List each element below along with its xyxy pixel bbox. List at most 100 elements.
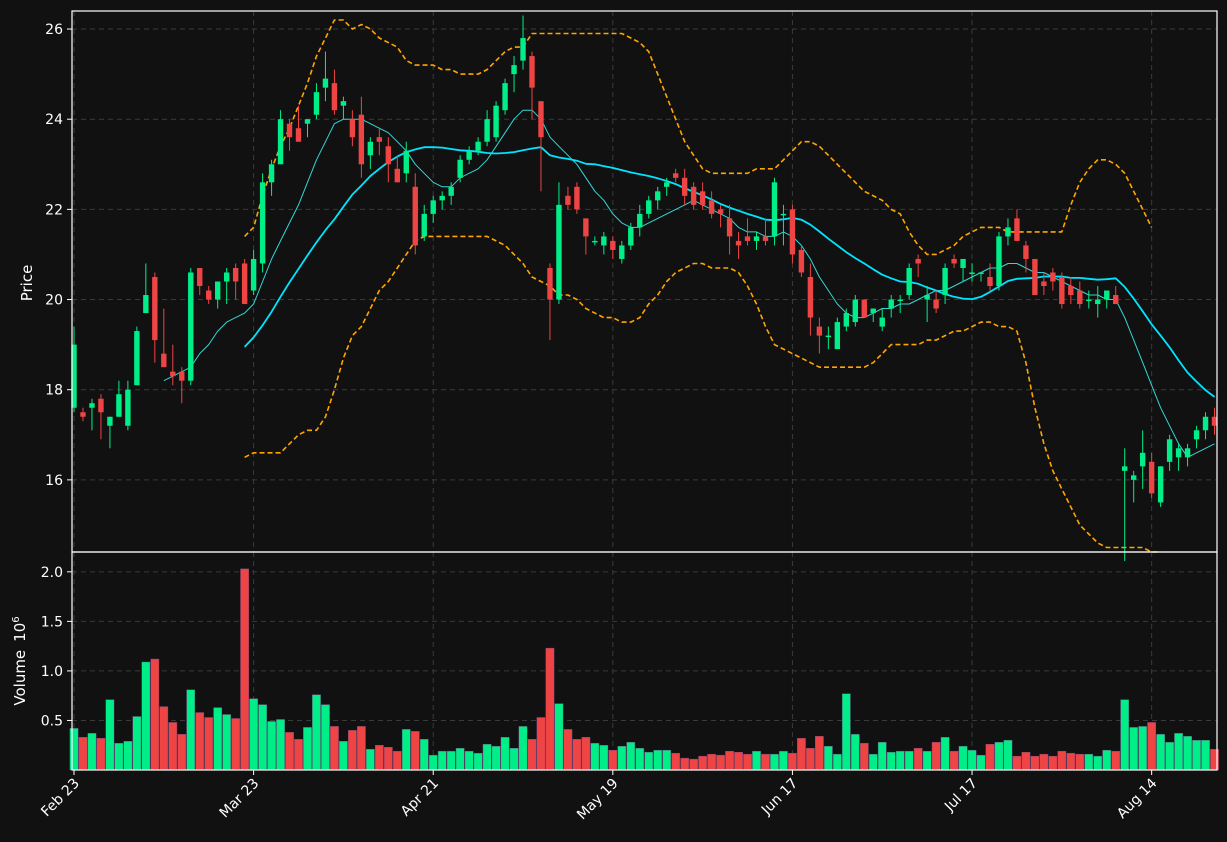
candle-body	[340, 101, 347, 106]
volume-bar	[473, 752, 483, 771]
candle	[394, 155, 400, 183]
volume-bar	[1111, 750, 1121, 771]
volume-bar	[886, 751, 896, 771]
volume-bar	[931, 742, 941, 771]
candle	[1041, 272, 1047, 296]
candle	[672, 168, 679, 183]
volume-bar	[401, 729, 411, 771]
candle-body	[834, 322, 841, 350]
candle	[717, 204, 724, 228]
candle	[295, 105, 302, 142]
volume-bar	[78, 737, 88, 771]
volume-bar	[321, 704, 330, 771]
candle-body	[475, 141, 481, 151]
candle	[1032, 258, 1038, 296]
volume-bar	[824, 746, 833, 771]
candle	[439, 191, 445, 210]
volume-bar	[87, 733, 97, 771]
candle-body	[1175, 448, 1182, 458]
volume-y-ticks: 0.5 1.0 1.5 2.0	[41, 565, 72, 729]
candle-body	[879, 317, 885, 327]
candle	[978, 272, 984, 282]
candle-body	[798, 249, 805, 273]
candle	[762, 218, 769, 246]
candle-body	[457, 159, 463, 178]
band-lower-path	[244, 235, 1161, 553]
candle	[484, 110, 490, 147]
volume-bar	[788, 752, 797, 771]
candle	[1068, 276, 1074, 305]
candle	[789, 204, 796, 264]
volume-bar	[895, 750, 905, 771]
candle	[1175, 443, 1182, 471]
volume-bar	[859, 743, 869, 771]
volume-bar	[1192, 740, 1201, 771]
candle-body	[619, 245, 625, 259]
candle-body	[439, 195, 445, 201]
volume-bar	[590, 743, 600, 771]
candle	[1202, 412, 1209, 440]
candle-body	[466, 150, 472, 160]
candle-body	[1139, 452, 1146, 467]
volume-bar	[994, 742, 1004, 771]
volume-bar	[608, 749, 618, 771]
volume-bar	[357, 726, 366, 771]
candle	[798, 245, 805, 277]
candle-body	[933, 299, 939, 309]
candle-body	[960, 258, 966, 268]
volume-bar	[725, 750, 734, 771]
candle	[1211, 407, 1218, 435]
candle-body	[376, 137, 383, 142]
candle-body	[735, 240, 742, 246]
candle-body	[1059, 276, 1065, 305]
candle-body	[574, 186, 580, 210]
volume-bar	[1075, 753, 1085, 771]
candle	[376, 128, 383, 156]
candle-body	[852, 299, 858, 323]
candle-body	[188, 272, 194, 381]
candle-body	[197, 267, 203, 287]
candle-body	[520, 38, 526, 61]
candle-body	[672, 173, 679, 178]
volume-bar	[599, 745, 609, 771]
volume-bar	[159, 706, 169, 771]
candle-body	[870, 308, 876, 314]
volume-bar	[635, 748, 645, 771]
volume-bar	[267, 721, 276, 771]
candle	[888, 295, 894, 318]
candle	[951, 254, 957, 268]
candle-body	[143, 295, 149, 314]
candle	[852, 295, 858, 327]
candle	[107, 416, 113, 449]
candle-body	[1086, 299, 1092, 302]
candle	[268, 159, 275, 196]
volume-bar	[761, 753, 770, 771]
volume-bar	[967, 749, 977, 771]
candle-body	[1095, 299, 1101, 305]
candle-body	[152, 276, 158, 341]
candle	[1139, 430, 1146, 489]
volume-bar	[455, 748, 465, 771]
volume-bar	[1021, 751, 1031, 771]
volume-bar	[671, 752, 681, 771]
candle-body	[861, 299, 867, 318]
volume-bar	[1201, 740, 1210, 771]
candle-body	[655, 191, 661, 201]
candle-body	[637, 213, 643, 228]
volume-bar	[815, 736, 824, 771]
candle-body	[286, 123, 293, 138]
candle	[780, 204, 787, 246]
candle-body	[313, 92, 320, 115]
volume-bar	[940, 737, 950, 771]
candle-body	[1014, 218, 1020, 241]
candle-body	[1157, 466, 1164, 503]
candle-body	[1202, 416, 1209, 431]
candle	[116, 380, 122, 417]
candle-body	[232, 267, 239, 282]
candle-body	[89, 403, 95, 408]
candle	[170, 344, 176, 386]
candle	[628, 222, 634, 250]
candle	[331, 69, 338, 115]
candle	[655, 186, 661, 210]
candle	[681, 168, 688, 205]
